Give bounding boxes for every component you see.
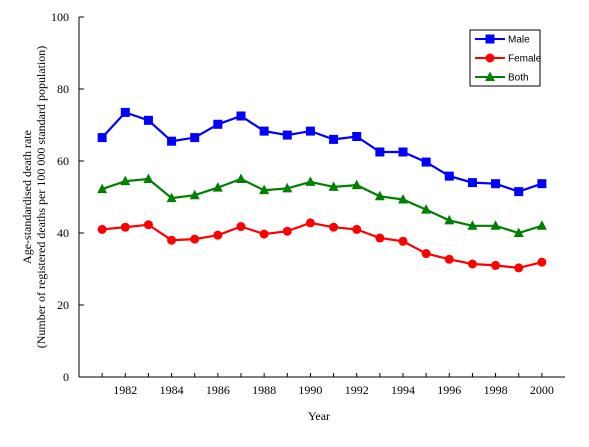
data-point-female-2000 <box>537 257 547 267</box>
data-point-male-1988 <box>259 126 269 136</box>
y-axis-title-line1: Age-standardised death rate <box>20 130 34 264</box>
data-point-both-1998 <box>490 220 501 230</box>
data-point-male-1984 <box>167 136 177 146</box>
data-point-female-1995 <box>421 249 431 259</box>
data-point-both-1994 <box>398 194 408 204</box>
data-point-female-1984 <box>167 235 177 245</box>
data-point-both-1991 <box>328 181 339 191</box>
data-point-male-1985 <box>190 133 200 143</box>
data-point-both-1989 <box>282 182 293 193</box>
data-point-female-1983 <box>143 220 153 230</box>
data-point-male-1998 <box>491 179 501 189</box>
data-point-both-1988 <box>259 184 270 195</box>
data-point-female-1987 <box>236 222 246 232</box>
data-point-female-1982 <box>120 222 130 232</box>
axes-layer: 0 20 40 60 80 100 1982 1984 1986 1988 1990 1992 1994… <box>51 10 565 397</box>
data-point-male-1982 <box>120 107 130 117</box>
x-tick-label-2000: 2000 <box>530 383 554 397</box>
series-line-both <box>101 177 543 235</box>
x-tick-label-1994: 1994 <box>391 383 415 397</box>
data-point-female-1986 <box>213 230 223 240</box>
data-point-male-1994 <box>398 147 408 157</box>
data-point-both-1996 <box>444 214 455 225</box>
data-point-female-1990 <box>305 218 315 228</box>
data-point-male-1993 <box>375 147 385 157</box>
data-point-male-1999 <box>514 187 524 197</box>
data-point-both-1986 <box>212 182 223 192</box>
data-point-female-1998 <box>491 260 501 270</box>
data-point-both-1987 <box>236 173 246 183</box>
data-point-male-1989 <box>282 130 292 140</box>
series-male <box>97 107 547 197</box>
data-point-male-1987 <box>236 111 246 121</box>
y-tick-label-20: 20 <box>57 298 69 312</box>
series-layer <box>97 107 547 273</box>
legend: Male Female Both <box>469 29 542 87</box>
legend-label-female: Female <box>508 54 542 65</box>
data-point-both-1982 <box>120 175 131 186</box>
data-point-male-2000 <box>537 179 547 189</box>
data-point-male-1997 <box>467 178 477 188</box>
data-point-male-1990 <box>305 126 315 136</box>
x-tick-label-1992: 1992 <box>345 383 369 397</box>
y-tick-label-100: 100 <box>51 10 69 24</box>
data-point-both-1995 <box>421 204 432 214</box>
legend-marker-both <box>485 71 495 81</box>
data-point-male-1996 <box>444 171 454 181</box>
data-point-both-1984 <box>166 192 177 203</box>
data-point-both-1990 <box>305 176 316 186</box>
data-point-female-1992 <box>352 224 362 234</box>
data-point-female-1996 <box>444 254 454 264</box>
data-point-both-1981 <box>97 183 108 194</box>
data-point-female-1985 <box>190 234 200 244</box>
data-point-female-1999 <box>514 263 524 273</box>
x-tick-label-1996: 1996 <box>437 383 461 397</box>
data-point-female-1994 <box>398 236 408 246</box>
x-tick-label-1982: 1982 <box>113 383 137 397</box>
data-point-both-1993 <box>374 190 385 201</box>
x-tick-label-1990: 1990 <box>298 383 322 397</box>
data-point-both-1983 <box>143 173 154 183</box>
x-axis-title: Year <box>308 409 330 423</box>
data-point-both-1985 <box>189 189 200 200</box>
data-point-male-1983 <box>143 115 153 125</box>
series-female <box>97 218 547 273</box>
data-point-male-1995 <box>421 157 431 167</box>
data-point-male-1986 <box>213 119 223 129</box>
y-tick-label-0: 0 <box>63 370 69 384</box>
legend-marker-male <box>485 34 495 44</box>
data-point-male-1992 <box>352 132 362 142</box>
data-point-female-1997 <box>467 259 477 269</box>
x-tick-label-1986: 1986 <box>206 383 230 397</box>
x-tick-label-1984: 1984 <box>160 383 184 397</box>
legend-marker-female <box>485 53 495 63</box>
data-point-female-1988 <box>259 229 269 239</box>
data-point-female-1991 <box>329 222 339 232</box>
x-tick-label-1988: 1988 <box>252 383 276 397</box>
legend-label-both: Both <box>508 73 529 84</box>
y-tick-label-60: 60 <box>57 154 69 168</box>
y-tick-label-80: 80 <box>57 82 69 96</box>
data-point-female-1989 <box>282 226 292 236</box>
y-tick-label-40: 40 <box>57 226 69 240</box>
data-point-both-1999 <box>513 227 524 237</box>
series-both <box>97 173 547 237</box>
x-tick-label-1998: 1998 <box>484 383 508 397</box>
data-point-both-2000 <box>536 220 547 230</box>
data-point-female-1981 <box>97 224 107 234</box>
legend-label-male: Male <box>508 35 530 46</box>
data-point-male-1981 <box>97 133 107 143</box>
data-point-male-1991 <box>329 134 339 144</box>
y-axis-title-line2: (Number of registered deaths per 100 000… <box>34 46 48 349</box>
data-point-female-1993 <box>375 233 385 243</box>
data-point-both-1997 <box>467 220 478 230</box>
data-point-both-1992 <box>351 179 362 190</box>
